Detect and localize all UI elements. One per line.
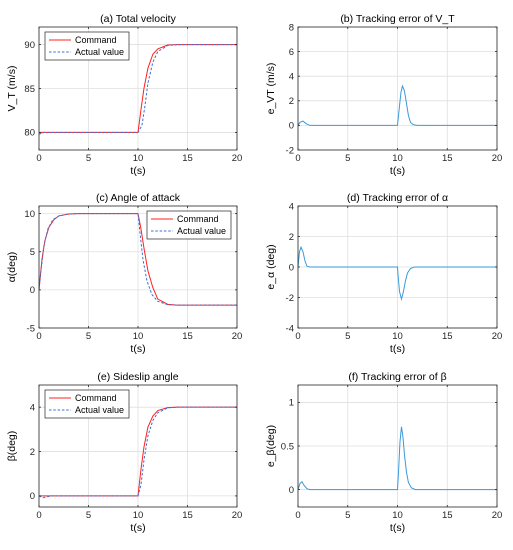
x-tick-label: 10 bbox=[133, 153, 144, 164]
y-tick-label: 0 bbox=[289, 485, 294, 496]
chart-title: (a) Total velocity bbox=[100, 13, 176, 25]
x-axis-label: t(s) bbox=[390, 522, 405, 534]
y-tick-label: 5 bbox=[30, 247, 35, 258]
chart-title: (b) Tracking error of V_T bbox=[340, 13, 455, 25]
y-tick-label: 4 bbox=[30, 402, 35, 413]
chart-a: 0 5 10 15 20 80 85 90 (a) Total velocity t(s) V_T … bbox=[6, 13, 242, 177]
series-line-error bbox=[297, 84, 497, 126]
legend-box bbox=[146, 210, 232, 240]
y-tick-label: 80 bbox=[24, 128, 35, 139]
legend-box bbox=[44, 31, 130, 61]
x-tick-label: 10 bbox=[392, 153, 403, 164]
legend: Command Actual value bbox=[44, 31, 130, 61]
x-axis-label: t(s) bbox=[390, 343, 405, 355]
y-axis-label: e_α (deg) bbox=[265, 244, 277, 289]
y-axis-label: V_T (m/s) bbox=[6, 66, 18, 112]
legend-entry: Actual value bbox=[177, 226, 226, 236]
x-tick-label: 10 bbox=[133, 510, 144, 521]
series-line-error bbox=[297, 245, 497, 301]
x-tick-label: 20 bbox=[232, 331, 243, 342]
x-tick-label: 15 bbox=[182, 510, 193, 521]
y-tick-label: -4 bbox=[286, 323, 294, 334]
x-tick-label: 0 bbox=[295, 331, 300, 342]
x-tick-label: 15 bbox=[442, 510, 453, 521]
x-tick-label: 0 bbox=[36, 153, 41, 164]
x-tick-label: 15 bbox=[442, 331, 453, 342]
y-tick-label: 2 bbox=[289, 96, 294, 107]
x-tick-label: 10 bbox=[133, 331, 144, 342]
y-tick-label: -2 bbox=[286, 145, 294, 156]
legend-entry: Actual value bbox=[75, 47, 124, 57]
x-axis-label: t(s) bbox=[390, 165, 405, 177]
series-line-actual-value bbox=[38, 213, 237, 306]
series-line-command bbox=[39, 406, 237, 497]
x-tick-label: 20 bbox=[492, 510, 503, 521]
x-tick-label: 0 bbox=[295, 510, 300, 521]
chart-title: (e) Sideslip angle bbox=[97, 371, 178, 383]
y-tick-label: 0.5 bbox=[281, 441, 294, 452]
x-tick-label: 20 bbox=[232, 510, 243, 521]
chart-title: (f) Tracking error of β bbox=[348, 371, 446, 383]
x-tick-label: 15 bbox=[442, 153, 453, 164]
y-tick-label: 0 bbox=[289, 121, 294, 132]
y-tick-label: -2 bbox=[286, 293, 294, 304]
y-tick-label: 4 bbox=[289, 201, 294, 212]
y-tick-label: 0 bbox=[289, 262, 294, 273]
x-tick-label: 20 bbox=[492, 331, 503, 342]
x-tick-label: 20 bbox=[232, 153, 243, 164]
y-tick-label: 85 bbox=[24, 84, 35, 95]
y-tick-label: 2 bbox=[30, 447, 35, 458]
legend-box bbox=[44, 389, 130, 419]
x-tick-label: 5 bbox=[345, 153, 350, 164]
legend-entry: Command bbox=[177, 214, 219, 224]
y-tick-label: 10 bbox=[24, 209, 35, 220]
x-axis-label: t(s) bbox=[130, 522, 145, 534]
y-axis-label: β(deg) bbox=[6, 431, 18, 462]
x-tick-label: 5 bbox=[345, 510, 350, 521]
x-axis-label: t(s) bbox=[130, 343, 145, 355]
legend: Command Actual value bbox=[146, 210, 232, 240]
y-tick-label: 1 bbox=[289, 398, 294, 409]
x-tick-label: 15 bbox=[182, 331, 193, 342]
x-tick-label: 10 bbox=[392, 331, 403, 342]
y-tick-label: 4 bbox=[289, 72, 294, 83]
chart-d: 0 5 10 15 20 -4 -2 0 2 4 (d) Tracking error of α t(… bbox=[265, 192, 502, 355]
y-tick-label: 0 bbox=[30, 491, 35, 502]
y-axis-label: e_VT (m/s) bbox=[265, 63, 277, 115]
x-tick-label: 5 bbox=[86, 510, 91, 521]
legend-entry: Command bbox=[75, 393, 117, 403]
x-axis-label: t(s) bbox=[130, 165, 145, 177]
x-tick-label: 10 bbox=[392, 510, 403, 521]
y-tick-label: 6 bbox=[289, 47, 294, 58]
chart-e: 0 5 10 15 20 0 2 4 (e) Sideslip angle t(s) β(deg) C… bbox=[6, 371, 242, 534]
x-tick-label: 0 bbox=[295, 153, 300, 164]
x-tick-label: 0 bbox=[36, 331, 41, 342]
x-tick-label: 5 bbox=[86, 153, 91, 164]
legend: Command Actual value bbox=[44, 389, 130, 419]
legend-entry: Command bbox=[75, 35, 117, 45]
x-tick-label: 0 bbox=[36, 510, 41, 521]
y-tick-label: 0 bbox=[30, 285, 35, 296]
x-tick-label: 15 bbox=[182, 153, 193, 164]
y-axis-label: e_β(deg) bbox=[265, 425, 277, 467]
y-tick-label: 90 bbox=[24, 40, 35, 51]
chart-f: 0 5 10 15 20 0 0.5 1 (f) Tracking error of β t(s)… bbox=[265, 371, 502, 534]
series-line-actual-value bbox=[38, 406, 237, 499]
series-line-error bbox=[297, 426, 497, 491]
x-tick-label: 5 bbox=[86, 331, 91, 342]
series-line-command bbox=[38, 213, 237, 306]
y-tick-label: 8 bbox=[289, 22, 294, 33]
chart-title: (d) Tracking error of α bbox=[347, 192, 448, 204]
series-line-actual-value bbox=[38, 44, 237, 135]
x-tick-label: 20 bbox=[492, 153, 503, 164]
y-axis-label: α(deg) bbox=[6, 252, 18, 283]
y-tick-label: 2 bbox=[289, 232, 294, 243]
y-tick-label: -5 bbox=[27, 323, 35, 334]
legend-entry: Actual value bbox=[75, 405, 124, 415]
chart-title: (c) Angle of attack bbox=[96, 192, 181, 204]
x-tick-label: 5 bbox=[345, 331, 350, 342]
